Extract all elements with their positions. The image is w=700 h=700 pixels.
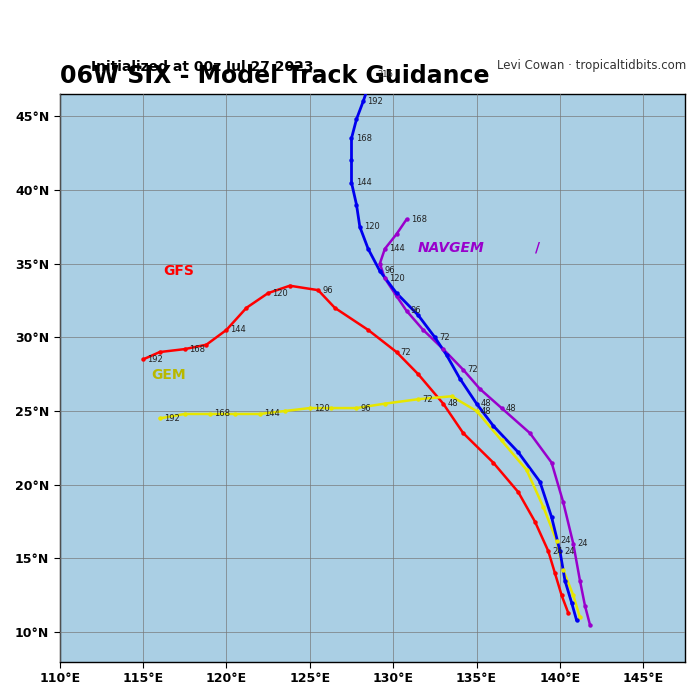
Text: 24: 24 [578, 539, 588, 548]
Text: 24: 24 [564, 547, 575, 556]
Text: 48: 48 [505, 404, 517, 412]
Text: 144: 144 [264, 410, 280, 419]
Text: 168: 168 [189, 344, 205, 354]
Text: 144: 144 [356, 178, 372, 187]
Text: 168: 168 [214, 410, 230, 419]
Text: 24: 24 [561, 536, 571, 545]
Text: 144: 144 [389, 244, 405, 253]
Text: 120: 120 [364, 223, 379, 231]
Text: 48: 48 [481, 399, 491, 408]
Text: 96: 96 [411, 307, 421, 315]
Text: 96: 96 [384, 267, 395, 276]
Text: 144: 144 [230, 326, 246, 335]
Text: 06W SIX - Model Track Guidance: 06W SIX - Model Track Guidance [60, 64, 489, 88]
Text: Initialized at 00z Jul 27 2023: Initialized at 00z Jul 27 2023 [91, 60, 314, 74]
Text: GFS: GFS [163, 265, 194, 279]
Text: 192: 192 [164, 414, 180, 423]
Text: 216: 216 [377, 71, 393, 79]
Text: GEM: GEM [151, 368, 186, 382]
Text: 48: 48 [447, 399, 458, 408]
Text: /: / [535, 241, 540, 255]
Text: 96: 96 [360, 404, 371, 412]
Text: 72: 72 [400, 348, 412, 356]
Text: NAVGEM: NAVGEM [418, 241, 485, 255]
Text: 24: 24 [552, 547, 563, 556]
Text: 192: 192 [368, 97, 383, 106]
Text: 120: 120 [314, 404, 330, 412]
Text: 72: 72 [468, 365, 478, 375]
Text: 120: 120 [389, 274, 405, 283]
Text: 72: 72 [439, 332, 449, 342]
Text: 96: 96 [322, 286, 333, 295]
Text: 72: 72 [422, 395, 433, 404]
Text: Levi Cowan · tropicaltidbits.com: Levi Cowan · tropicaltidbits.com [497, 60, 686, 73]
Text: 48: 48 [481, 407, 491, 416]
Text: 168: 168 [411, 215, 427, 224]
Text: 192: 192 [147, 355, 163, 364]
Text: 120: 120 [272, 288, 288, 298]
Text: 168: 168 [356, 134, 372, 143]
